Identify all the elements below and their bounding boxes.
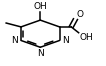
Text: O: O xyxy=(77,10,84,18)
Text: N: N xyxy=(12,36,18,45)
Text: N: N xyxy=(62,36,69,45)
Text: OH: OH xyxy=(80,33,93,42)
Text: N: N xyxy=(37,49,44,58)
Text: OH: OH xyxy=(33,2,47,11)
